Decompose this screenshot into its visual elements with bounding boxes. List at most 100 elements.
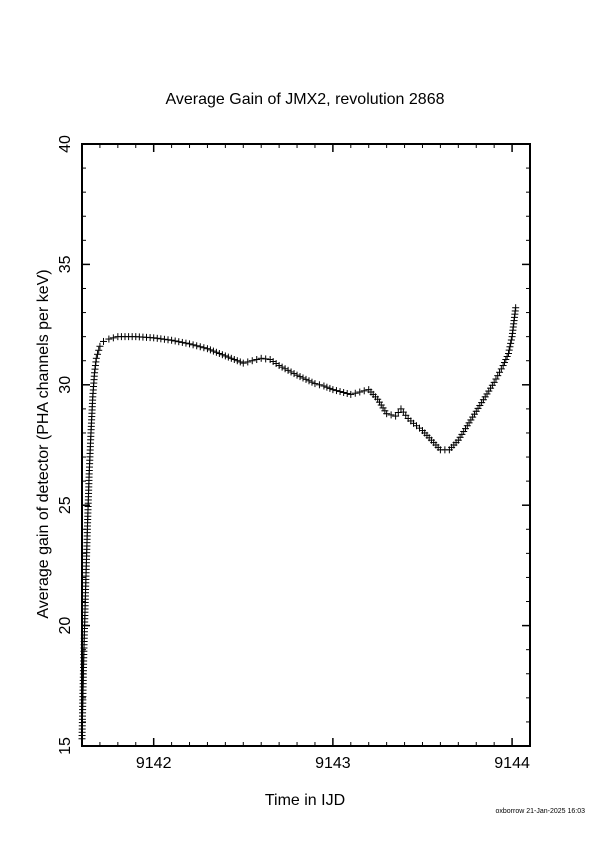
data-point: [494, 372, 502, 380]
data-point: [178, 338, 186, 346]
data-point: [474, 404, 482, 412]
data-point: [488, 381, 496, 389]
data-point: [472, 407, 480, 415]
data-point: [379, 404, 387, 412]
data-point: [487, 384, 495, 392]
data-point: [483, 390, 491, 398]
y-axis-label: Average gain of detector (PHA channels p…: [35, 269, 52, 618]
data-point: [326, 384, 334, 392]
data-point: [496, 368, 504, 376]
y-tick-label: 15: [57, 737, 74, 755]
data-point: [497, 365, 505, 373]
data-point: [92, 354, 100, 362]
data-point: [503, 353, 511, 361]
x-tick-label: 9142: [136, 755, 172, 772]
data-point: [262, 355, 270, 363]
data-point: [454, 436, 462, 444]
data-point: [182, 339, 190, 347]
data-point: [275, 362, 283, 370]
data-point: [189, 341, 197, 349]
data-point: [392, 412, 400, 420]
chart-title: Average Gain of JMX2, revolution 2868: [166, 91, 445, 108]
data-point: [302, 375, 310, 383]
data-point: [458, 430, 466, 438]
data-point: [239, 359, 247, 367]
data-point: [308, 378, 316, 386]
data-point: [360, 387, 368, 395]
data-point: [507, 339, 515, 347]
data-points: [78, 304, 520, 743]
plot-frame: [81, 143, 531, 747]
data-point: [456, 433, 464, 441]
data-point: [109, 334, 117, 342]
x-tick-label: 9143: [315, 755, 351, 772]
data-point: [507, 336, 515, 344]
data-point: [95, 346, 103, 354]
data-point: [512, 304, 520, 312]
data-point: [230, 356, 238, 364]
data-point: [336, 388, 344, 396]
data-point: [463, 422, 471, 430]
y-tick-label: 20: [57, 617, 74, 635]
y-tick-label: 35: [57, 255, 74, 273]
data-point: [171, 337, 179, 345]
data-point: [315, 381, 323, 389]
data-point: [500, 359, 508, 367]
data-point: [299, 374, 307, 382]
data-point: [281, 365, 289, 373]
data-point: [257, 354, 265, 362]
data-point: [485, 387, 493, 395]
data-point: [478, 399, 486, 407]
data-point: [236, 358, 244, 366]
data-point: [381, 407, 389, 415]
data-point: [467, 416, 475, 424]
data-point: [253, 356, 261, 364]
data-point: [287, 368, 295, 376]
data-point: [284, 366, 292, 374]
data-point: [175, 338, 183, 346]
data-point: [96, 342, 104, 350]
y-tick-label: 25: [57, 496, 74, 514]
data-point: [320, 382, 328, 390]
data-point: [105, 335, 113, 343]
data-point: [206, 346, 214, 354]
data-point: [465, 419, 473, 427]
data-point: [499, 362, 507, 370]
data-point: [502, 356, 510, 364]
data-point: [209, 347, 217, 355]
data-point: [351, 389, 359, 397]
data-point: [332, 387, 340, 395]
data-point: [383, 410, 391, 418]
data-point: [203, 345, 211, 353]
data-point: [490, 378, 498, 386]
data-point: [476, 402, 484, 410]
data-point: [329, 386, 337, 394]
data-point: [506, 343, 514, 351]
y-tick-label: 40: [57, 135, 74, 153]
data-point: [278, 363, 286, 371]
data-point: [505, 346, 513, 354]
x-axis-label: Time in IJD: [265, 792, 345, 809]
data-point: [492, 375, 500, 383]
data-point: [218, 351, 226, 359]
footer-credit: oxborrow 21-Jan-2025 16:03: [495, 808, 585, 815]
data-point: [248, 357, 256, 365]
data-point: [305, 377, 313, 385]
data-point: [356, 388, 364, 396]
data-point: [233, 357, 241, 365]
data-point: [469, 413, 477, 421]
data-point: [200, 344, 208, 352]
data-point: [470, 410, 478, 418]
data-point: [377, 401, 385, 409]
data-point: [340, 389, 348, 397]
x-tick-label: 9144: [494, 755, 530, 772]
data-point: [460, 428, 468, 436]
data-point: [323, 383, 331, 391]
y-tick-label: 30: [57, 376, 74, 394]
data-point: [290, 370, 298, 378]
data-point: [481, 393, 489, 401]
data-point: [100, 337, 108, 345]
data-point: [224, 353, 232, 361]
data-point: [347, 390, 355, 398]
